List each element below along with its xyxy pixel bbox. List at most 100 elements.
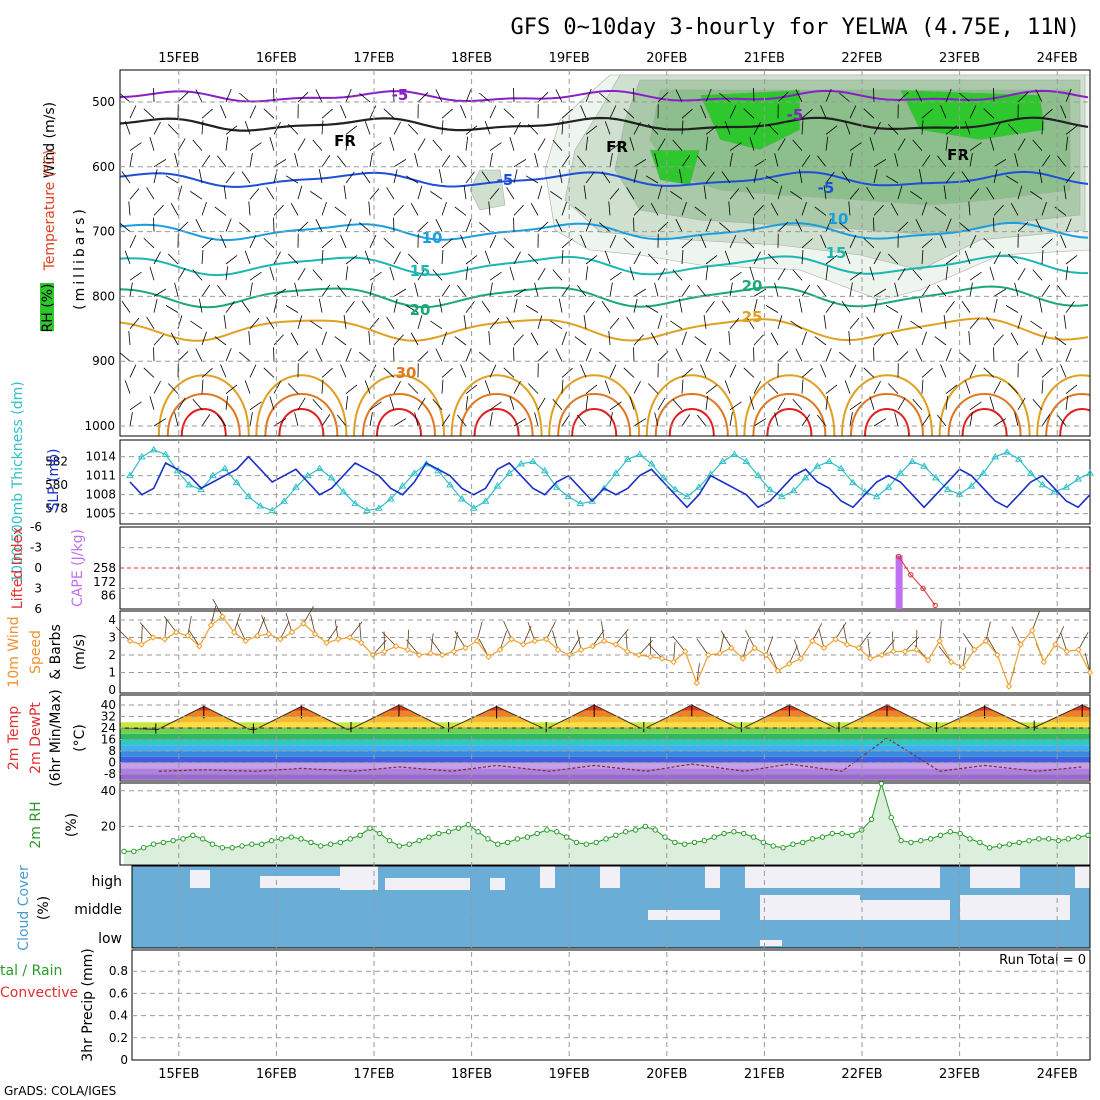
- wind-barb: [820, 105, 827, 119]
- wind-barb: [393, 251, 401, 265]
- wind-barb: [705, 255, 718, 265]
- wind-barb: [561, 120, 564, 135]
- wind-barb: [558, 298, 563, 313]
- wind-barb: [225, 266, 229, 281]
- thickness-point: [339, 487, 348, 495]
- wind-barb: [503, 367, 515, 378]
- thickness-point: [1026, 469, 1035, 476]
- contour-label: 10: [422, 229, 443, 247]
- rh-point: [947, 829, 953, 835]
- wind-barb: [1017, 315, 1023, 329]
- wind-barb: [129, 364, 137, 378]
- wind-barb: [700, 234, 707, 248]
- wind-barb: [153, 334, 164, 346]
- wind-barb: [273, 251, 281, 265]
- wind-speed-point: [1028, 627, 1036, 634]
- wind-speed-point: [126, 637, 134, 645]
- wind-barb-10m: [742, 639, 749, 659]
- cloud-level-middle: middle: [74, 902, 122, 918]
- ylabel-precip-a: tal / Rain: [0, 963, 62, 979]
- wind-barb: [945, 395, 949, 410]
- wind-speed-point: [462, 644, 469, 652]
- wind-barb: [1065, 395, 1069, 410]
- wind-barb: [577, 285, 587, 297]
- date-label-top: 18FEB: [451, 51, 492, 66]
- wind-barb: [249, 282, 253, 297]
- cape-tick: 172: [93, 575, 116, 589]
- wind-barb: [969, 271, 982, 281]
- wind-barb: [609, 271, 622, 281]
- wind-speed-point: [1005, 683, 1013, 690]
- wind-barb: [489, 142, 502, 151]
- wind-barb: [225, 88, 232, 103]
- wind-barb: [1014, 153, 1019, 167]
- wind-barb: [266, 187, 275, 200]
- rh-point: [632, 827, 639, 833]
- wind-barb: [921, 367, 933, 378]
- wind-barb: [297, 267, 306, 281]
- slp-tick: 1008: [85, 488, 116, 502]
- wind-barb: [654, 153, 659, 167]
- wind-barb: [633, 121, 641, 135]
- wind-barb: [921, 154, 931, 168]
- thickness-point: [777, 492, 786, 500]
- wind-barb: [943, 314, 947, 329]
- rh-point: [613, 832, 619, 838]
- wind-barb: [489, 188, 500, 200]
- wind-barb: [345, 301, 355, 313]
- wind-barb: [315, 89, 323, 103]
- pressure-tick: 600: [92, 160, 115, 174]
- thickness-point: [232, 478, 241, 486]
- ylabel-slp: SLP (mb): [46, 448, 62, 511]
- wind-barb: [1063, 314, 1067, 329]
- wind-speed-line: [129, 615, 1091, 689]
- wind-barb: [201, 379, 204, 394]
- wind-barb: [719, 222, 731, 232]
- wind10m-panel: 4 3 2 1 0 10m Wind Speed & Barbs (m/s): [6, 598, 1094, 697]
- rh-point: [642, 823, 649, 830]
- wind-barb: [839, 351, 851, 362]
- wind-barb: [1065, 255, 1078, 265]
- wind-barb: [921, 379, 924, 394]
- thickness-point: [730, 450, 739, 458]
- wind-barb: [743, 367, 755, 378]
- wind-barb: [1038, 169, 1043, 184]
- thickness-point: [410, 469, 419, 476]
- rh-point: [878, 780, 885, 787]
- wind-barb: [585, 348, 592, 362]
- wind-barb: [345, 125, 358, 135]
- wind-barb: [345, 255, 358, 265]
- wind-barb: [574, 336, 587, 346]
- wind-barb: [585, 218, 592, 232]
- wind-barb: [608, 331, 611, 346]
- wind-speed-point: [635, 651, 643, 659]
- wind-speed-point: [1040, 658, 1047, 666]
- thickness-point: [1015, 455, 1023, 462]
- wind-barb: [484, 380, 491, 394]
- wind-barb: [746, 187, 755, 200]
- wind-barb: [580, 234, 587, 248]
- wind-barb: [393, 418, 407, 427]
- contour-label: -5: [787, 106, 804, 124]
- wind-barb: [460, 105, 467, 119]
- isotherm-30-arch: [450, 374, 543, 436]
- wind-barb: [897, 267, 906, 281]
- wind-barb: [959, 351, 971, 362]
- wind-barb: [798, 169, 803, 184]
- wind-barb: [552, 139, 563, 151]
- rh-point: [357, 832, 363, 838]
- wind-barb-10m: [812, 623, 823, 642]
- wind-barb: [964, 380, 971, 394]
- wind-speed-point: [439, 651, 446, 659]
- wind-barb: [801, 250, 804, 265]
- wind-barb: [823, 314, 827, 329]
- wind-barb: [321, 284, 331, 297]
- wind-barb: [441, 331, 447, 346]
- wind-barb: [767, 124, 779, 135]
- thickness-point: [446, 480, 454, 488]
- wind-barb: [561, 284, 571, 297]
- wind-barb: [312, 139, 323, 151]
- wind-barb: [1041, 379, 1044, 394]
- wind-barb: [120, 352, 131, 362]
- wind-barb: [321, 202, 327, 216]
